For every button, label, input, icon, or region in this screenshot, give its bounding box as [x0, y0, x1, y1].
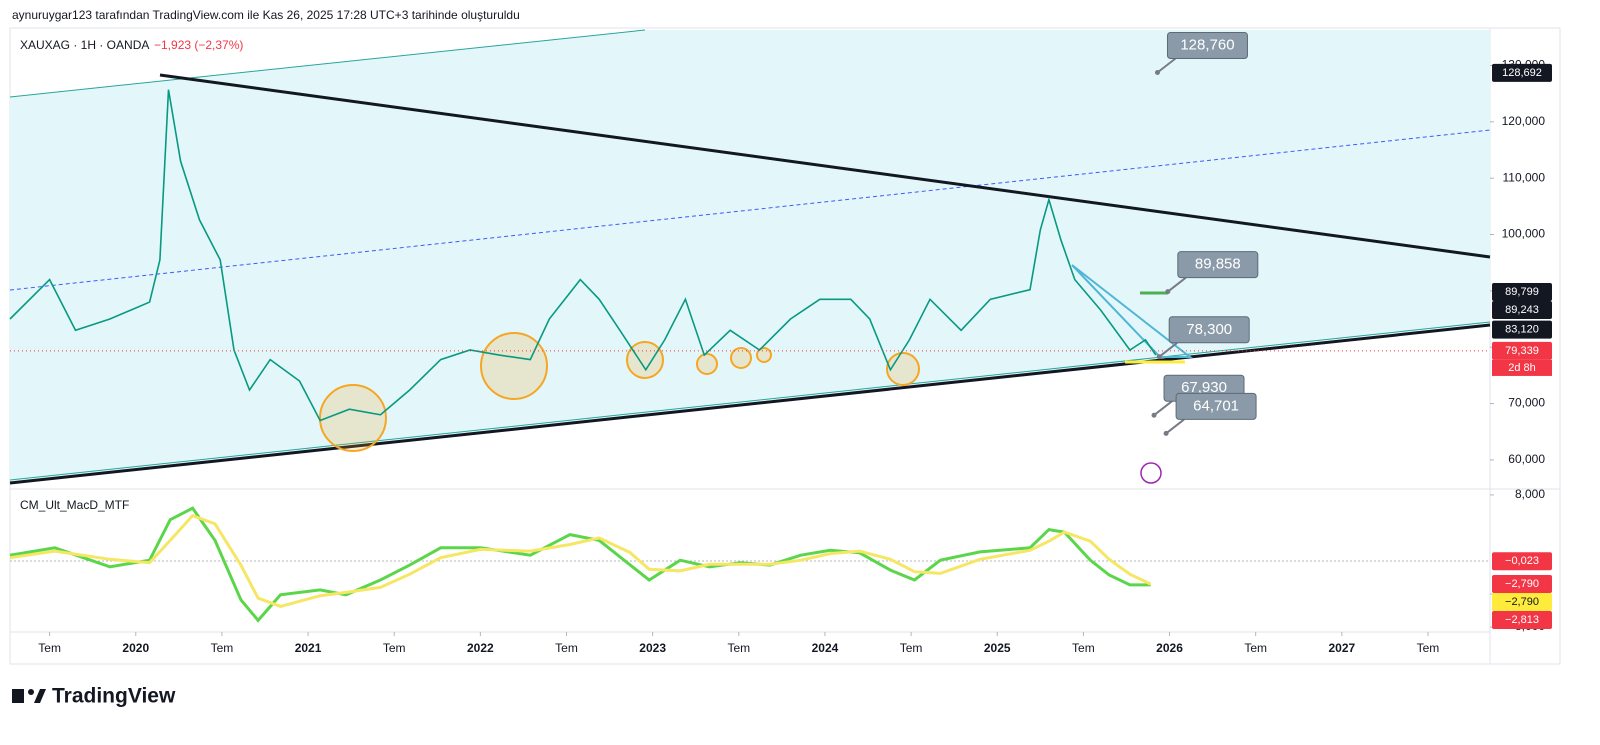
price-label-bg: [1492, 593, 1552, 612]
x-tick-label: 2025: [984, 641, 1011, 655]
x-tick-label: Tem: [38, 641, 61, 655]
callout-stem: [1167, 276, 1187, 293]
x-tick-label: Tem: [1244, 641, 1267, 655]
series-line: [9, 506, 1151, 623]
logo-mark: [34, 689, 46, 703]
highlight: [626, 341, 664, 379]
brand: TradingView: [52, 685, 176, 708]
x-tick-label: 2027: [1328, 641, 1355, 655]
highlights: [319, 332, 920, 452]
price-label: 79,339: [1505, 345, 1539, 357]
y-tick-label: 8,000: [1515, 487, 1545, 501]
callout-label: 89,858: [1195, 256, 1241, 273]
highlight: [696, 353, 718, 375]
callout-box: [1177, 251, 1259, 279]
x-tick-label: Tem: [1417, 641, 1440, 655]
x-tick-label: Tem: [383, 641, 406, 655]
price-label-bg: [1492, 63, 1552, 82]
callout-stem: [1165, 418, 1185, 435]
trendline-upper: [159, 73, 1491, 259]
indicator-title: CM_Ult_MacD_MTF: [20, 498, 129, 512]
callout-anchor: [1163, 430, 1169, 436]
x-tick-label: 2023: [639, 641, 666, 655]
x-tick-label: 2026: [1156, 641, 1183, 655]
callout-anchor: [1154, 69, 1160, 75]
price-label-bg: [1492, 611, 1552, 630]
logo-mark: [28, 689, 34, 695]
y-tick-label: 70,000: [1508, 396, 1545, 410]
callout-label: 128,760: [1180, 36, 1234, 53]
callout-label: 78,300: [1186, 321, 1232, 338]
x-tick-label: Tem: [900, 641, 923, 655]
x-tick-label: 2020: [122, 641, 149, 655]
x-tick-label: Tem: [211, 641, 234, 655]
callout-stem: [1153, 400, 1173, 417]
y-tick-label: 120,000: [1502, 114, 1546, 128]
countdown: 2d 8h: [1508, 362, 1536, 374]
price-label: −2,813: [1505, 614, 1539, 626]
x-tick-label: Tem: [1072, 641, 1095, 655]
marks: 60,00070,00080,00090,000100,000110,00012…: [9, 31, 1552, 655]
price-label: −2,790: [1505, 578, 1539, 590]
x-tick-label: 2022: [467, 641, 494, 655]
price-label-bg: [1492, 575, 1552, 594]
series-line: [9, 89, 1157, 422]
highlight: [480, 332, 548, 400]
price-label-bg: [1492, 552, 1552, 571]
x-tick-label: 2024: [812, 641, 839, 655]
y-tick-label: 100,000: [1502, 227, 1546, 241]
highlight: [886, 352, 920, 386]
callout-label: 67,930: [1181, 379, 1227, 396]
alert-icon[interactable]: [1140, 462, 1162, 484]
channel-top: [9, 29, 646, 98]
change: −1,923 (−2,37%): [154, 38, 243, 52]
callout-label: 64,701: [1193, 397, 1239, 414]
channel-bottom: [9, 321, 1491, 481]
symbol: XAUXAG · 1H · OANDA: [20, 38, 149, 52]
x-tick-label: Tem: [555, 641, 578, 655]
callout-anchor: [1165, 289, 1171, 295]
price-label-bg: [1492, 301, 1552, 320]
y-tick-label: 110,000: [1503, 170, 1546, 184]
price-label: −2,790: [1505, 596, 1539, 608]
callout-anchor: [1156, 354, 1162, 360]
callout-stem: [1156, 57, 1177, 74]
y-tick-label: 60,000: [1508, 452, 1545, 466]
credit: aynuruygar123 tarafından TradingView.com…: [12, 8, 520, 22]
callout-stem: [1158, 342, 1178, 358]
trendline-lower: [9, 323, 1491, 485]
callout-anchor: [1151, 412, 1157, 418]
logo: [12, 689, 46, 703]
x-tick-label: Tem: [727, 641, 750, 655]
price-label: 89,799: [1505, 286, 1539, 298]
price-label: 83,120: [1505, 324, 1539, 336]
price-label-bg: [1492, 320, 1552, 339]
highlight: [756, 347, 772, 363]
callout-box: [1166, 31, 1248, 59]
price-label: 128,692: [1502, 67, 1542, 79]
price-label: 89,243: [1505, 304, 1539, 316]
countdown-bg: [1492, 359, 1552, 376]
channel-mid: [9, 129, 1491, 291]
callout-box: [1168, 316, 1250, 344]
x-tick-label: 2021: [295, 641, 322, 655]
price-label-bg: [1492, 341, 1552, 360]
price-label: −0,023: [1505, 555, 1539, 567]
price-label-bg: [1492, 283, 1552, 302]
channel-fill: [10, 30, 1490, 483]
wedge: [1071, 264, 1193, 358]
highlight: [730, 347, 752, 369]
logo-mark: [12, 689, 24, 703]
series-line: [9, 513, 1152, 608]
callout-box: [1175, 392, 1257, 420]
highlight: [319, 384, 387, 452]
